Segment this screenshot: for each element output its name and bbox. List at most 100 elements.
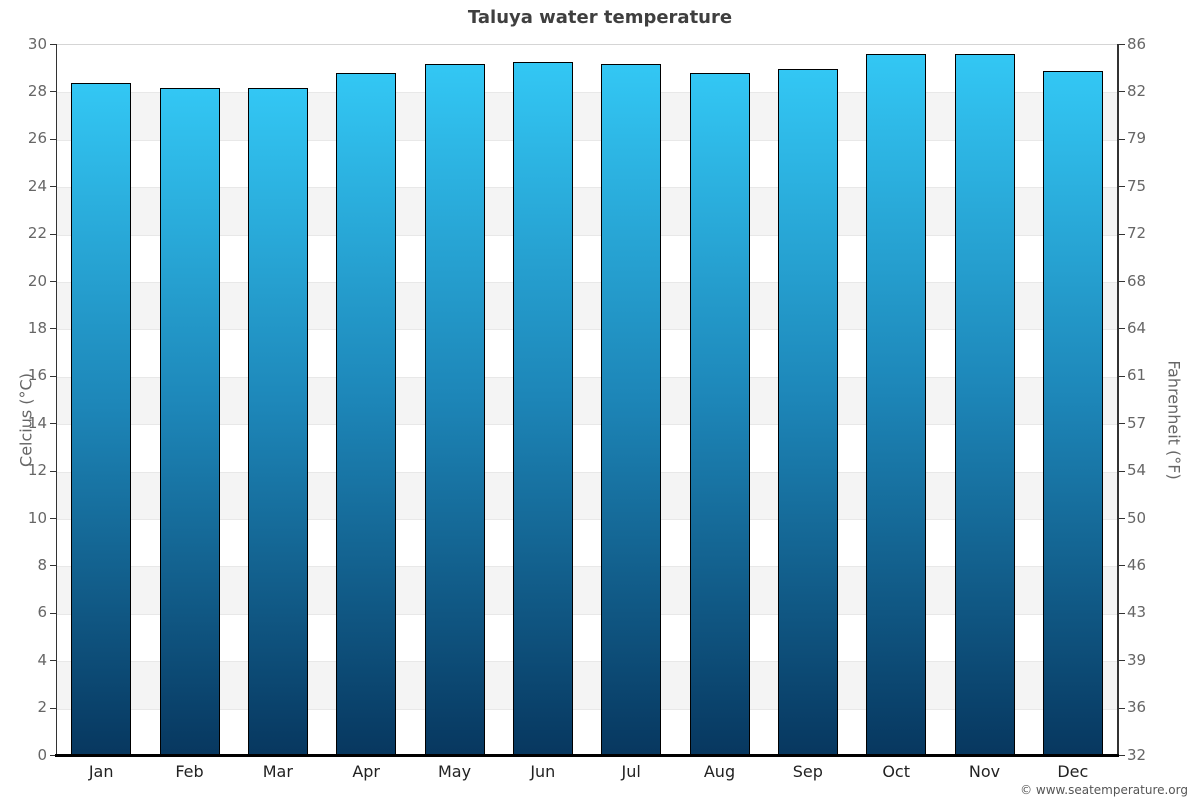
x-axis-label: Feb [175, 762, 204, 781]
y-axis-tick-label-right: 57 [1127, 413, 1147, 432]
y-axis-tick-label-right: 46 [1127, 555, 1147, 574]
y-axis-tick-label-left: 30 [27, 34, 47, 53]
y-axis-tick-label-left: 14 [27, 413, 47, 432]
y-axis-line-left [55, 44, 57, 756]
grid-band [57, 661, 1117, 709]
grid-band [57, 234, 1117, 282]
y-tick-mark-right [1118, 565, 1125, 567]
y-tick-mark-left [49, 423, 56, 425]
bar-mar [247, 87, 308, 756]
gridline [57, 234, 1117, 236]
grid-band [57, 471, 1117, 519]
grid-band [57, 92, 1117, 140]
y-tick-mark-right [1118, 375, 1125, 377]
y-tick-mark-right [1118, 281, 1125, 282]
bar-jan [71, 82, 132, 756]
bar-aug [689, 73, 750, 756]
grid-band [57, 282, 1117, 330]
bar-feb [159, 87, 220, 756]
y-tick-mark-left [49, 518, 56, 519]
x-axis-label: Apr [352, 762, 380, 781]
y-axis-tick-label-right: 61 [1127, 366, 1147, 385]
gridline [57, 471, 1117, 473]
grid-band [57, 519, 1117, 567]
grid-band [57, 613, 1117, 662]
y-axis-tick-label-left: 28 [27, 81, 47, 100]
y-axis-tick-label-left: 24 [27, 176, 47, 195]
y-axis-tick-label-left: 20 [27, 271, 47, 290]
y-axis-tick-label-left: 10 [27, 508, 47, 527]
y-axis-tick-label-right: 68 [1127, 271, 1147, 290]
y-axis-line-right [1117, 44, 1119, 756]
y-axis-tick-label-right: 39 [1127, 650, 1147, 669]
y-tick-mark-left [49, 44, 56, 45]
gridline [57, 708, 1117, 710]
x-axis-line [55, 754, 1119, 757]
y-axis-tick-label-right: 54 [1127, 461, 1147, 480]
gridline [57, 92, 1117, 94]
y-tick-mark-left [49, 138, 56, 140]
gridline [57, 519, 1117, 520]
gridline [57, 376, 1117, 378]
x-axis-label: Jan [88, 762, 114, 781]
grid-band [57, 376, 1117, 425]
y-axis-tick-label-right: 82 [1127, 81, 1147, 100]
y-axis-tick-label-right: 50 [1127, 508, 1147, 527]
gridline [57, 613, 1117, 615]
y-tick-mark-right [1118, 660, 1125, 662]
y-axis-tick-label-right: 79 [1127, 129, 1147, 148]
y-axis-tick-label-right: 86 [1127, 34, 1147, 53]
bar-jul [601, 63, 662, 756]
y-axis-tick-label-left: 8 [37, 555, 47, 574]
grid-band [57, 139, 1117, 188]
y-axis-tick-label-left: 6 [37, 603, 47, 622]
y-tick-mark-right [1118, 138, 1125, 140]
plot-area [57, 44, 1117, 756]
y-axis-tick-label-right: 75 [1127, 176, 1147, 195]
bar-jun [512, 61, 573, 756]
x-axis-label: Dec [1057, 762, 1089, 781]
grid-band [57, 424, 1117, 472]
y-tick-mark-right [1118, 233, 1125, 235]
y-axis-tick-label-right: 43 [1127, 603, 1147, 622]
y-tick-mark-left [49, 707, 56, 709]
gridline [57, 282, 1117, 283]
grid-band [57, 187, 1117, 235]
y-tick-mark-left [49, 375, 56, 377]
y-tick-mark-left [49, 91, 56, 93]
y-axis-tick-label-left: 26 [27, 129, 47, 148]
gridline [57, 566, 1117, 568]
x-axis-label: Nov [968, 762, 1001, 781]
y-axis-tick-label-left: 18 [27, 318, 47, 337]
y-axis-tick-label-left: 0 [37, 745, 47, 764]
grid-band [57, 566, 1117, 614]
gridline [57, 424, 1117, 426]
gridline [57, 329, 1117, 331]
y-tick-mark-right [1118, 328, 1125, 330]
y-axis-tick-label-right: 36 [1127, 698, 1147, 717]
bar-oct [866, 54, 927, 756]
y-tick-mark-right [1118, 755, 1125, 756]
y-tick-mark-right [1118, 518, 1125, 519]
x-axis-label: Jul [621, 762, 641, 781]
y-tick-mark-left [49, 470, 56, 472]
y-tick-mark-left [49, 612, 56, 614]
y-tick-mark-left [49, 755, 56, 756]
x-axis-label: Sep [792, 762, 823, 781]
y-tick-mark-left [49, 328, 56, 330]
x-axis-label: Oct [882, 762, 910, 781]
y-axis-tick-label-left: 22 [27, 224, 47, 243]
y-tick-mark-right [1118, 186, 1125, 188]
bar-dec [1042, 71, 1103, 756]
y-axis-tick-label-right: 72 [1127, 224, 1147, 243]
gridline [57, 139, 1117, 141]
bar-may [424, 63, 485, 756]
y-tick-mark-left [49, 565, 56, 567]
grid-band [57, 708, 1117, 756]
y-axis-title-fahrenheit: Fahrenheit (°F) [1164, 360, 1184, 480]
gridline [57, 187, 1117, 189]
bar-apr [336, 73, 397, 756]
chart-title: Taluya water temperature [467, 7, 733, 28]
y-tick-mark-right [1118, 91, 1125, 93]
